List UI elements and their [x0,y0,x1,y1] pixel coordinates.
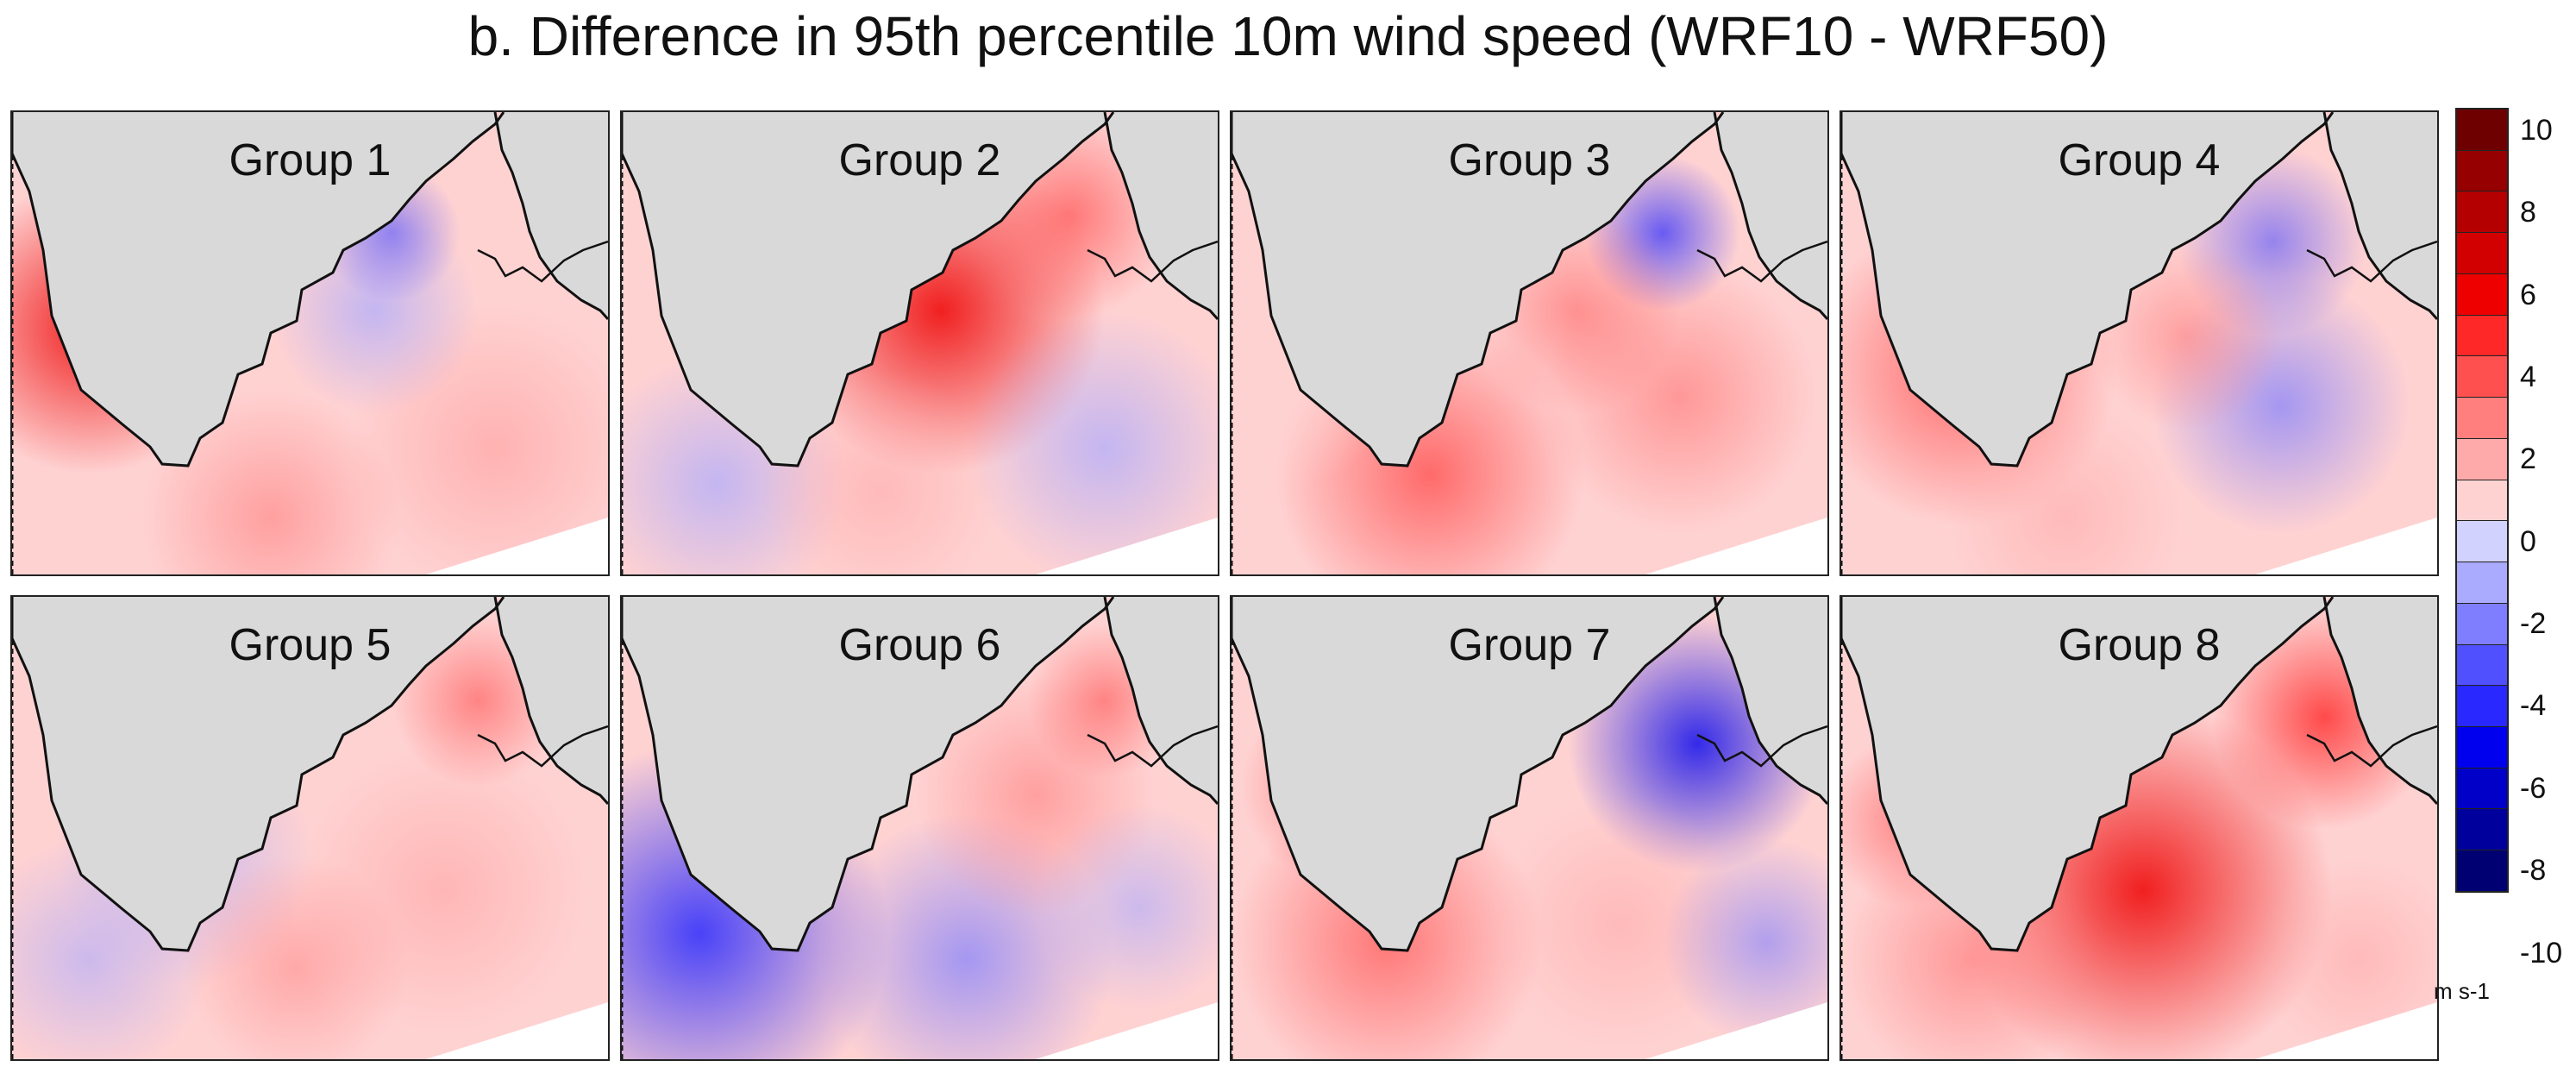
coastline [1841,597,2335,952]
panel-label: Group 4 [2058,135,2221,185]
colorbar-tick-label: 8 [2520,196,2536,229]
map-field-6 [622,597,1218,1059]
map-panel-7: Group 7 [1230,595,1829,1061]
colorbar-box [2457,273,2507,316]
panel-label: Group 5 [229,620,392,670]
colorbar-box [2457,233,2507,274]
coastline [12,112,505,467]
map-field-7 [1232,597,1827,1059]
colorbar-box [2457,809,2507,851]
coastline [1232,112,1725,467]
colorbar-box [2457,150,2507,192]
colorbar-tick-label: -6 [2520,771,2547,805]
colorbar-box [2457,110,2507,151]
border-line [1696,725,1827,768]
colorbar [2455,108,2509,893]
colorbar-tick-label: -8 [2520,854,2547,888]
panel-label: Group 8 [2058,620,2221,670]
colorbar-box [2457,768,2507,810]
coastline [622,112,1115,467]
border-line [2306,240,2437,283]
no-data-area [426,1002,608,1059]
no-data-area [1645,1002,1827,1059]
border-line [1696,240,1827,283]
no-data-area [1036,1002,1218,1059]
border-line [1087,725,1218,768]
no-data-area [1645,518,1827,574]
colorbar-tick-label: 0 [2520,524,2536,558]
colorbar-box [2457,562,2507,604]
map-panel-1: Group 1 [10,110,610,576]
colorbar-box [2457,480,2507,522]
colorbar-units: m s-1 [2434,978,2490,1004]
coastline [1841,112,2335,467]
panel-label: Group 2 [838,135,1001,185]
domain-boundary [1713,112,1827,321]
coastline [622,597,1115,952]
colorbar-box [2457,727,2507,769]
map-panel-5: Group 5 [10,595,610,1061]
colorbar-box [2457,521,2507,563]
colorbar-box [2457,644,2507,687]
no-data-area [426,518,608,574]
map-field-3 [1232,112,1827,574]
colorbar-box [2457,315,2507,357]
map-field-1 [12,112,608,574]
coastline [1232,597,1725,952]
domain-boundary [2322,597,2437,806]
colorbar-tick-label: -2 [2520,607,2547,641]
domain-boundary [1103,597,1218,806]
border-line [477,725,608,768]
colorbar-tick-label: 2 [2520,442,2536,476]
map-field-5 [12,597,608,1059]
map-field-8 [1841,597,2437,1059]
border-line [477,240,608,283]
figure-title: b. Difference in 95th percentile 10m win… [467,5,2109,67]
no-data-area [2255,1002,2437,1059]
colorbar-box [2457,356,2507,398]
colorbar-tick-label: 6 [2520,278,2536,311]
domain-boundary [1713,597,1827,806]
colorbar-tick-label: -10 [2520,936,2563,969]
domain-boundary [1103,112,1218,321]
colorbar-tick-label: 4 [2520,360,2536,393]
domain-boundary [493,112,608,321]
border-line [1087,240,1218,283]
no-data-area [1036,518,1218,574]
panel-label: Group 6 [838,620,1001,670]
colorbar-tick-label: -4 [2520,689,2547,723]
colorbar-box [2457,398,2507,439]
map-panel-8: Group 8 [1840,595,2439,1061]
map-panel-6: Group 6 [620,595,1219,1061]
map-field-4 [1841,112,2437,574]
panel-label: Group 3 [1448,135,1611,185]
colorbar-box [2457,603,2507,645]
no-data-area [2255,518,2437,574]
colorbar-box [2457,686,2507,728]
panel-label: Group 1 [229,135,392,185]
domain-boundary [493,597,608,806]
map-panel-4: Group 4 [1840,110,2439,576]
colorbar-tick-label: 10 [2520,113,2553,147]
map-field-2 [622,112,1218,574]
map-panel-3: Group 3 [1230,110,1829,576]
colorbar-box [2457,850,2507,891]
domain-boundary [2322,112,2437,321]
panel-label: Group 7 [1448,620,1611,670]
border-line [2306,725,2437,768]
coastline [12,597,505,952]
map-panel-2: Group 2 [620,110,1219,576]
colorbar-box [2457,438,2507,480]
colorbar-box [2457,191,2507,234]
